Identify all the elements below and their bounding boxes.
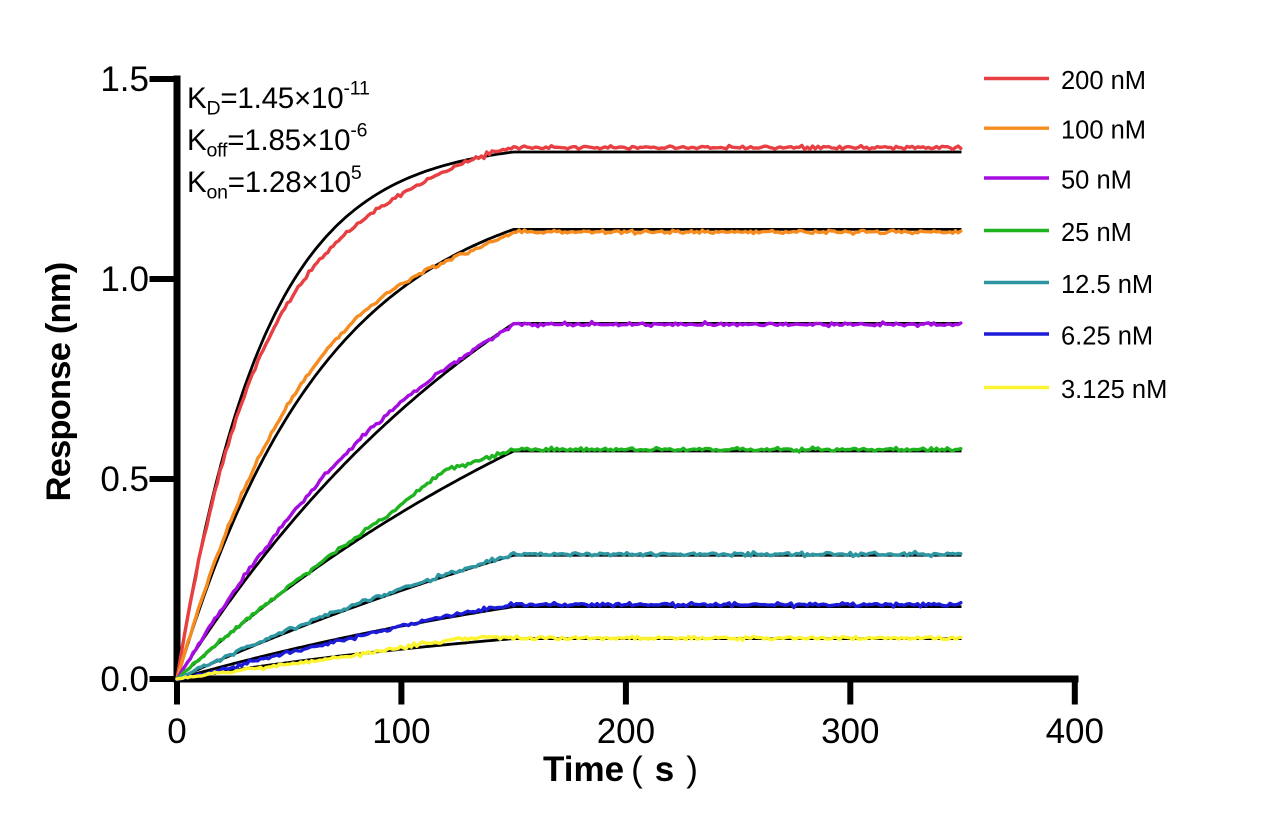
svg-text:Kon=1.28×105: Kon=1.28×105	[187, 162, 362, 204]
svg-text:1.0: 1.0	[100, 260, 149, 299]
svg-text:6.25 nM: 6.25 nM	[1061, 323, 1153, 351]
svg-text:200: 200	[597, 712, 655, 751]
svg-text:0.5: 0.5	[100, 460, 149, 499]
svg-text:100 nM: 100 nM	[1061, 117, 1146, 145]
svg-text:300: 300	[821, 712, 879, 751]
svg-text:200 nM: 200 nM	[1061, 67, 1146, 95]
svg-text:100: 100	[372, 712, 430, 751]
svg-text:400: 400	[1046, 712, 1104, 751]
svg-text:KD=1.45×10-11: KD=1.45×10-11	[187, 78, 370, 120]
svg-text:0.0: 0.0	[100, 660, 149, 699]
svg-text:3.125 nM: 3.125 nM	[1061, 376, 1167, 404]
svg-text:12.5 nM: 12.5 nM	[1061, 271, 1153, 299]
svg-text:50 nM: 50 nM	[1061, 167, 1132, 195]
svg-text:25 nM: 25 nM	[1061, 219, 1132, 247]
svg-text:1.5: 1.5	[100, 60, 149, 99]
svg-text:Time(s): Time(s)	[543, 750, 698, 789]
svg-text:0: 0	[167, 712, 186, 751]
svg-text:Response (nm): Response (nm)	[40, 263, 78, 502]
